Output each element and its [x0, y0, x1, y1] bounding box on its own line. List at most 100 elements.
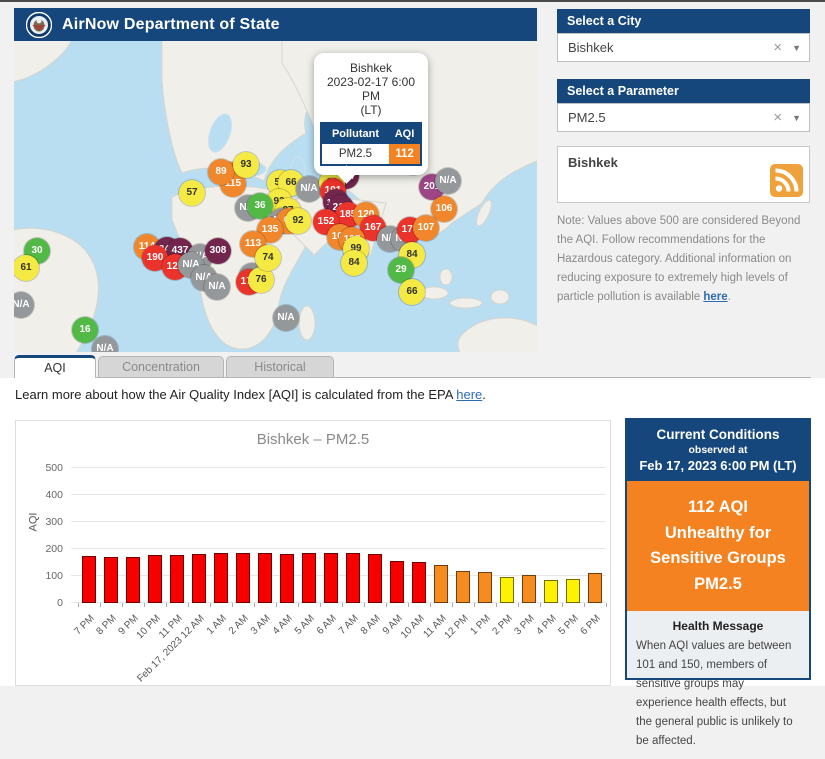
conditions-header: Current Conditions observed at Feb 17, 2… — [627, 420, 809, 481]
note-prefix: Note: Values above 500 are considered Be… — [557, 215, 801, 303]
aqi-marker[interactable]: 308 — [205, 238, 231, 264]
aqi-marker[interactable]: 93 — [233, 152, 259, 178]
aqi-marker[interactable]: 61 — [14, 255, 39, 281]
chart-bar[interactable] — [258, 552, 272, 603]
x-tick-mark — [474, 603, 475, 607]
gridline — [71, 575, 606, 576]
chart-bar[interactable] — [346, 552, 360, 603]
y-tick-label: 200 — [45, 543, 63, 555]
x-tick-mark — [452, 603, 453, 607]
x-tick-mark — [122, 603, 123, 607]
x-tick-mark — [518, 603, 519, 607]
chart-bar[interactable] — [412, 561, 426, 603]
y-tick-label: 500 — [45, 462, 63, 474]
aqi-marker[interactable]: 76 — [248, 267, 274, 293]
x-tick-mark — [540, 603, 541, 607]
x-tick-mark — [430, 603, 431, 607]
note-text: Note: Values above 500 are considered Be… — [557, 212, 810, 307]
chart-bar[interactable] — [82, 555, 96, 603]
aqi-marker[interactable]: 113 — [240, 231, 266, 257]
y-tick-label: 0 — [57, 597, 63, 609]
aqi-marker[interactable]: 135 — [257, 217, 283, 243]
chart-bar[interactable] — [104, 556, 118, 603]
chart-bar[interactable] — [390, 560, 404, 603]
popup-pollutant-value: PM2.5 — [321, 144, 389, 165]
aqi-marker[interactable]: 106 — [431, 196, 457, 222]
chart-bar[interactable] — [544, 579, 558, 603]
tab-concentration[interactable]: Concentration — [98, 356, 224, 377]
chart-bar[interactable] — [434, 565, 448, 603]
chart-bar[interactable] — [170, 554, 184, 603]
chart-bar[interactable] — [192, 553, 206, 603]
popup-city: Bishkek — [349, 61, 393, 75]
chart-bar[interactable] — [324, 552, 338, 603]
rss-icon[interactable] — [770, 164, 803, 197]
tab-historical[interactable]: Historical — [226, 356, 334, 377]
chart-bar[interactable] — [478, 571, 492, 603]
aqi-marker[interactable]: 36 — [247, 193, 273, 219]
popup-timezone: (LT) — [360, 103, 382, 117]
world-map[interactable]: 3061N/AN/A16571251158993114242437190121N… — [14, 41, 537, 352]
aqi-marker[interactable]: N/A — [273, 305, 299, 331]
tab-aqi[interactable]: AQI — [14, 355, 96, 378]
chart-bar[interactable] — [126, 556, 140, 603]
city-caret-icon[interactable]: ▼ — [792, 42, 801, 53]
chart-bar[interactable] — [280, 553, 294, 603]
y-tick-label: 100 — [45, 570, 63, 582]
health-message-text: When AQI values are between 101 and 150,… — [636, 640, 793, 748]
aqi-marker[interactable]: N/A — [296, 176, 322, 202]
chart-bar[interactable] — [500, 577, 514, 603]
conditions-aqi-block: 112 AQI Unhealthy for Sensitive Groups P… — [627, 481, 809, 612]
aqi-marker[interactable]: N/A — [204, 274, 230, 300]
learn-more-prefix: Learn more about how the Air Quality Ind… — [15, 387, 457, 402]
y-tick-label: 300 — [45, 516, 63, 528]
parameter-select-value: PM2.5 — [568, 110, 606, 125]
chart-bar[interactable] — [148, 554, 162, 603]
x-tick-mark — [210, 603, 211, 607]
parameter-caret-icon[interactable]: ▼ — [792, 112, 801, 123]
chart-bar[interactable] — [456, 570, 470, 603]
x-tick-mark — [232, 603, 233, 607]
popup-table: Pollutant AQI PM2.5 112 — [320, 122, 422, 166]
popup-col-aqi: AQI — [388, 123, 421, 144]
x-tick-mark — [298, 603, 299, 607]
tab-bar: AQI Concentration Historical — [14, 355, 811, 378]
conditions-aqi-value: 112 AQI — [688, 498, 748, 516]
city-select[interactable]: Bishkek × ▼ — [557, 33, 810, 62]
aqi-marker[interactable]: 92 — [285, 208, 311, 234]
select-parameter-header: Select a Parameter — [557, 79, 810, 103]
aqi-marker[interactable]: 66 — [399, 279, 425, 305]
window-top-edge — [0, 0, 825, 2]
city-clear-icon[interactable]: × — [773, 39, 783, 56]
chart-bar[interactable] — [588, 572, 602, 603]
x-tick-mark — [562, 603, 563, 607]
aqi-marker[interactable]: 84 — [341, 250, 367, 276]
aqi-marker[interactable]: 107 — [413, 215, 439, 241]
learn-more-link[interactable]: here — [456, 387, 483, 402]
chart-bar[interactable] — [236, 552, 250, 603]
chart-bar[interactable] — [214, 552, 228, 603]
parameter-select[interactable]: PM2.5 × ▼ — [557, 103, 810, 132]
aqi-marker[interactable]: 74 — [255, 245, 281, 271]
x-tick-mark — [320, 603, 321, 607]
conditions-category: Unhealthy for Sensitive Groups — [650, 523, 786, 568]
x-tick-mark — [408, 603, 409, 607]
parameter-clear-icon[interactable]: × — [773, 109, 783, 126]
aqi-marker[interactable]: N/A — [435, 168, 461, 194]
chart-bar[interactable] — [368, 553, 382, 603]
aqi-marker[interactable]: 89 — [208, 159, 234, 185]
chart-bar[interactable] — [522, 574, 536, 603]
chart-bar[interactable] — [302, 552, 316, 603]
chart-title: Bishkek – PM2.5 — [256, 431, 370, 448]
app-title: AirNow Department of State — [62, 15, 280, 33]
aqi-marker[interactable]: N/A — [92, 336, 118, 352]
chart-bar[interactable] — [566, 578, 580, 603]
popup-aqi-value: 112 — [388, 144, 421, 165]
aqi-marker[interactable]: N/A — [14, 292, 34, 318]
note-link[interactable]: here — [703, 290, 728, 303]
aqi-marker[interactable]: 29 — [388, 257, 414, 283]
aqi-marker[interactable]: 16 — [72, 317, 98, 343]
aqi-marker[interactable]: 57 — [179, 180, 205, 206]
conditions-datetime: Feb 17, 2023 6:00 PM (LT) — [639, 458, 797, 473]
map-popup: Bishkek 2023-02-17 6:00 PM (LT) Pollutan… — [314, 53, 428, 184]
